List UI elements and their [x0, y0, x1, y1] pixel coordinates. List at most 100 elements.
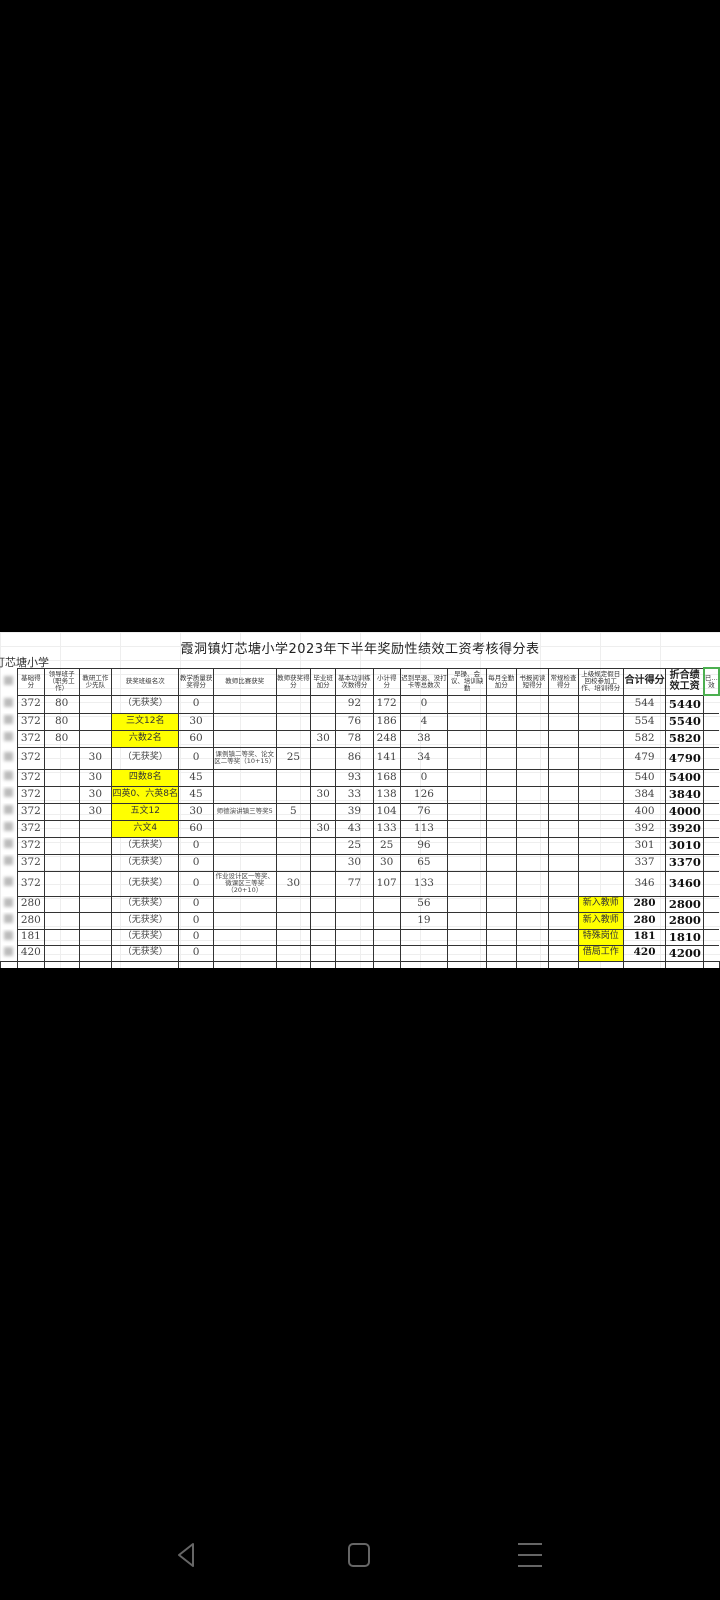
table-cell: 课例镇二等奖、论文区二等奖（10+15）	[212, 746, 277, 770]
table-cell: 新入教师	[577, 911, 624, 930]
table-cell	[16, 960, 45, 968]
table-cell	[485, 870, 517, 897]
column-header: 基础得分	[16, 667, 45, 696]
table-cell: 78	[335, 729, 374, 748]
table-cell: 师德演讲镇三等奖5	[212, 802, 277, 821]
table-cell	[485, 802, 517, 821]
table-cell: 3460	[665, 870, 705, 897]
table-cell	[335, 960, 374, 968]
table-cell	[485, 944, 517, 962]
table-cell: 0	[178, 746, 214, 770]
table-cell	[275, 853, 312, 872]
school-name: 灯芯塘小学	[0, 656, 49, 669]
table-cell	[703, 768, 719, 787]
table-cell	[703, 746, 719, 770]
table-cell	[577, 960, 624, 968]
table-cell	[0, 769, 18, 786]
table-cell	[548, 768, 579, 787]
table-cell: 280	[16, 895, 45, 913]
table-cell: 四数8名	[111, 768, 180, 787]
column-header: 书报阅读短得分	[515, 667, 550, 696]
table-cell: 0	[178, 944, 214, 962]
table-cell	[78, 944, 113, 962]
back-icon[interactable]	[171, 1540, 201, 1570]
table-cell: 133	[399, 870, 449, 897]
table-cell: 479	[622, 746, 667, 770]
table-cell: 0	[399, 694, 449, 714]
table-cell: 4	[399, 712, 449, 731]
table-cell: 25	[372, 836, 401, 855]
table-cell: 0	[178, 895, 214, 913]
column-header: 领导班子（职务工作）	[43, 667, 80, 696]
table-cell: 5400	[665, 768, 705, 787]
home-icon[interactable]	[344, 1540, 374, 1570]
table-cell	[78, 895, 113, 913]
table-cell: 30	[372, 853, 401, 872]
table-cell	[275, 944, 312, 962]
table-cell	[447, 928, 487, 946]
table-cell	[485, 928, 517, 946]
table-cell: （无获奖）	[111, 694, 180, 714]
table-cell: 301	[622, 836, 667, 855]
table-cell	[399, 944, 449, 962]
table-cell: 30	[78, 746, 113, 770]
table-cell	[310, 694, 337, 714]
table-cell	[0, 960, 18, 968]
table-cell: 372	[16, 802, 45, 821]
table-cell	[577, 768, 624, 787]
table-cell	[0, 929, 18, 945]
blurred-name	[4, 788, 14, 798]
table-cell: 60	[178, 819, 214, 838]
table-cell: 93	[335, 768, 374, 787]
table-cell: 77	[335, 870, 374, 897]
table-cell: 25	[335, 836, 374, 855]
table-cell	[43, 928, 80, 946]
column-header: 小计得分	[372, 667, 401, 696]
table-cell	[212, 853, 277, 872]
table-cell: 372	[16, 819, 45, 838]
table-cell: 5820	[665, 729, 705, 748]
column-header: 早操、会议、培训缺勤	[447, 667, 487, 696]
table-cell	[335, 911, 374, 930]
table-cell: 作业设计区一等奖、微课区三等奖（20+10）	[212, 870, 277, 897]
table-cell: （无获奖）	[111, 895, 180, 913]
table-cell	[43, 785, 80, 804]
table-cell	[485, 768, 517, 787]
table-cell: 540	[622, 768, 667, 787]
table-cell	[0, 871, 18, 896]
table-cell	[577, 836, 624, 855]
table-cell	[515, 729, 550, 748]
table-cell	[515, 785, 550, 804]
table-cell	[485, 694, 517, 714]
table-cell: 0	[178, 836, 214, 855]
table-cell	[310, 870, 337, 897]
blurred-name	[4, 676, 14, 686]
blurred-name	[4, 822, 14, 832]
table-row: 372 （无获奖） 0 30 30 65 337 3370	[0, 853, 719, 872]
table-cell	[275, 712, 312, 731]
table-cell	[275, 819, 312, 838]
table-cell: 372	[16, 746, 45, 770]
table-cell	[399, 928, 449, 946]
table-cell	[447, 802, 487, 821]
table-cell	[548, 836, 579, 855]
table-cell: 4000	[665, 802, 705, 821]
table-cell	[212, 819, 277, 838]
table-cell	[178, 960, 214, 968]
recents-icon[interactable]	[515, 1540, 545, 1570]
table-cell: 30	[310, 785, 337, 804]
table-cell: 172	[372, 694, 401, 714]
table-cell	[577, 802, 624, 821]
table-cell	[78, 928, 113, 946]
table-cell	[447, 694, 487, 714]
table-cell	[0, 896, 18, 912]
table-cell	[447, 895, 487, 913]
table-cell	[447, 712, 487, 731]
table-cell: 45	[178, 768, 214, 787]
table-cell	[485, 712, 517, 731]
table-cell	[515, 853, 550, 872]
table-cell	[485, 895, 517, 913]
table-cell	[78, 911, 113, 930]
table-cell	[703, 960, 720, 968]
table-cell	[577, 729, 624, 748]
